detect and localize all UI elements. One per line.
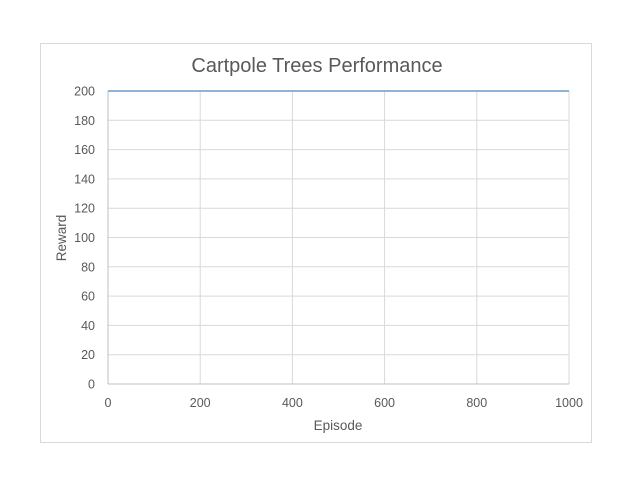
y-axis-label: Reward [54, 215, 69, 262]
y-tick-label: 200 [74, 85, 95, 99]
tick-layer: 0 20 40 60 80 100 120 140 160 180 200 0 200 400 600 800… [74, 85, 583, 411]
grid-layer [107, 90, 570, 385]
axis-layer [107, 91, 569, 385]
y-tick-label: 180 [74, 114, 95, 128]
x-tick-label: 1000 [555, 396, 583, 410]
y-tick-label: 0 [88, 378, 95, 392]
y-tick-label: 80 [81, 260, 95, 274]
y-tick-label: 40 [81, 319, 95, 333]
x-tick-label: 600 [374, 396, 395, 410]
chart-frame [40, 43, 592, 443]
y-tick-label: 160 [74, 143, 95, 157]
x-tick-label: 800 [466, 396, 487, 410]
chart-title: Cartpole Trees Performance [191, 55, 442, 77]
x-axis-label: Episode [314, 418, 363, 433]
y-tick-label: 20 [81, 348, 95, 362]
y-tick-label: 140 [74, 172, 95, 186]
x-tick-label: 0 [105, 396, 112, 410]
y-tick-label: 60 [81, 290, 95, 304]
x-tick-label: 400 [282, 396, 303, 410]
y-tick-label: 100 [74, 231, 95, 245]
x-tick-label: 200 [190, 396, 211, 410]
y-tick-label: 120 [74, 202, 95, 216]
